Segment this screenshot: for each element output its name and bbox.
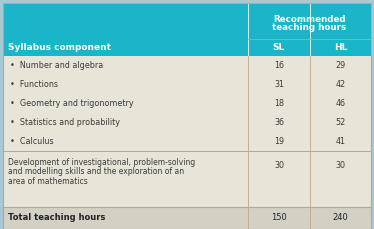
Text: 46: 46 bbox=[335, 99, 346, 108]
Text: 29: 29 bbox=[335, 61, 346, 70]
Text: •  Statistics and probability: • Statistics and probability bbox=[10, 118, 120, 127]
Text: 36: 36 bbox=[274, 118, 284, 127]
Text: •  Geometry and trigonometry: • Geometry and trigonometry bbox=[10, 99, 134, 108]
Text: 150: 150 bbox=[271, 213, 287, 223]
Text: 240: 240 bbox=[332, 213, 348, 223]
Text: •  Number and algebra: • Number and algebra bbox=[10, 61, 103, 70]
Text: •  Calculus: • Calculus bbox=[10, 137, 53, 146]
Bar bbox=[3, 151, 371, 207]
Text: •  Functions: • Functions bbox=[10, 80, 58, 89]
Text: Total teaching hours: Total teaching hours bbox=[8, 213, 105, 223]
Text: 42: 42 bbox=[335, 80, 346, 89]
Text: 52: 52 bbox=[335, 118, 346, 127]
Text: teaching hours: teaching hours bbox=[272, 24, 347, 33]
Text: Recommended: Recommended bbox=[273, 14, 346, 24]
Text: 18: 18 bbox=[274, 99, 284, 108]
Text: 31: 31 bbox=[274, 80, 284, 89]
Text: SL: SL bbox=[273, 43, 285, 52]
Text: 19: 19 bbox=[274, 137, 284, 146]
Text: 41: 41 bbox=[335, 137, 346, 146]
Text: and modelling skills and the exploration of an: and modelling skills and the exploration… bbox=[8, 167, 184, 177]
Bar bbox=[3, 3, 371, 56]
Text: 30: 30 bbox=[274, 161, 284, 170]
Bar bbox=[3, 56, 371, 151]
Text: HL: HL bbox=[334, 43, 347, 52]
Text: Syllabus component: Syllabus component bbox=[8, 43, 111, 52]
Text: area of mathematics: area of mathematics bbox=[8, 177, 88, 186]
Text: 30: 30 bbox=[335, 161, 346, 170]
Bar bbox=[3, 207, 371, 229]
Text: Development of investigational, problem-solving: Development of investigational, problem-… bbox=[8, 158, 195, 167]
Text: 16: 16 bbox=[274, 61, 284, 70]
